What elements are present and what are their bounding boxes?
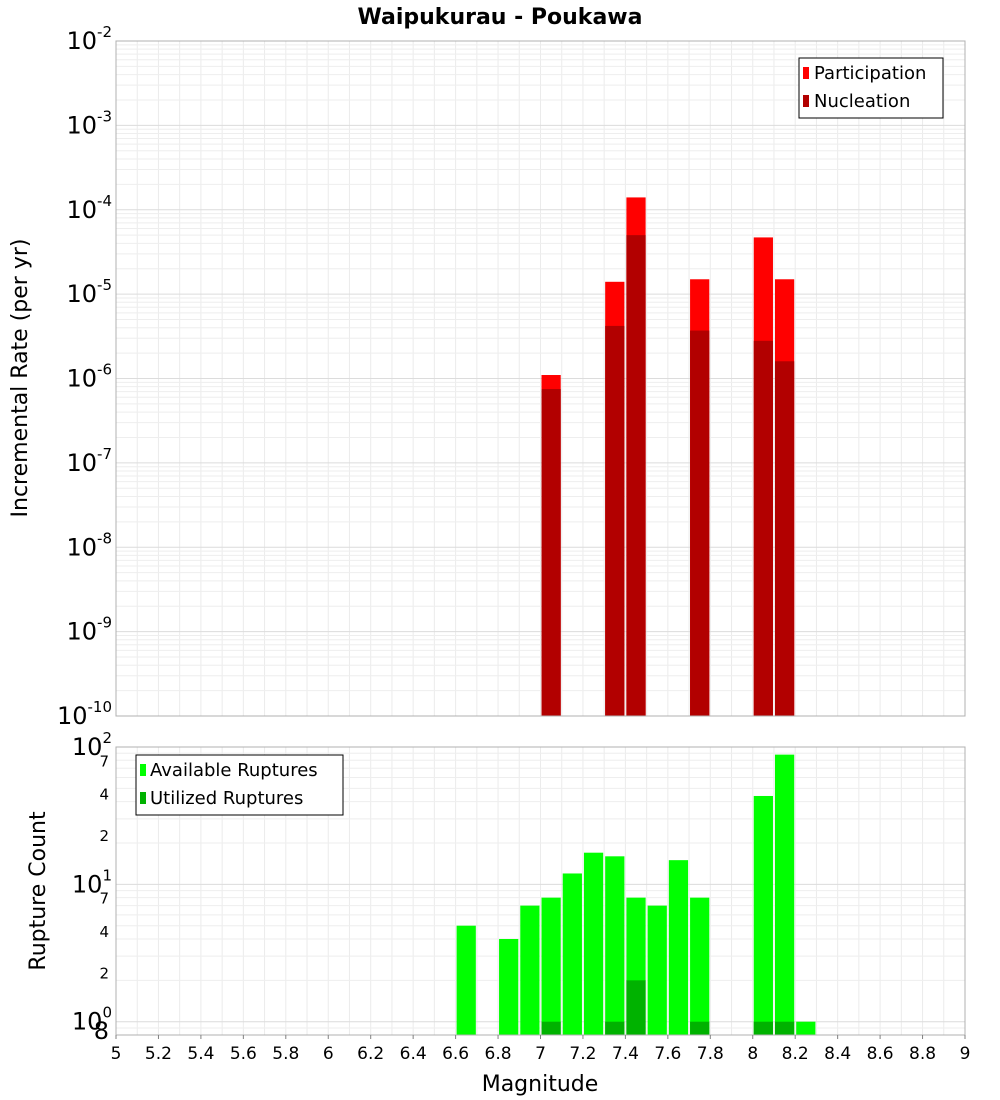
- x-tick-label: 8: [747, 1044, 758, 1064]
- x-tick-label: 7.2: [569, 1044, 596, 1064]
- count-bar-s0: [690, 897, 710, 1035]
- x-tick-label: 7.8: [697, 1044, 724, 1064]
- rate-bar-s1: [605, 325, 625, 716]
- x-tick-label: 7.6: [654, 1044, 681, 1064]
- rate-plot-grid: [115, 40, 966, 717]
- rate-bar-s1: [626, 235, 646, 716]
- rate-bar-s1: [774, 361, 795, 716]
- x-tick-label: 8.2: [782, 1044, 809, 1064]
- x-tick-label: 5.8: [272, 1044, 299, 1064]
- x-tick-label: 7: [535, 1044, 546, 1064]
- count-legend-box: [135, 754, 344, 816]
- count-ytick-label: 100: [72, 1004, 112, 1036]
- count-ytick-label: 4: [99, 923, 109, 941]
- rate-ytick-label: 10-4: [66, 192, 112, 224]
- chart-title: Waipukurau - Poukawa: [358, 5, 643, 30]
- rate-bar-s1: [541, 389, 561, 716]
- rate-plot-bars: [541, 197, 795, 717]
- legend-swatch-utilized: [140, 792, 146, 804]
- count-ytick-label: 2: [99, 827, 109, 845]
- rate-plot-yticks: 10-10 10-9 10-8 10-7 10-6 10-5 10-4 10-3 10-2: [57, 23, 112, 730]
- rate-ytick-label: 10-3: [66, 107, 112, 139]
- count-ytick-label: 101: [72, 866, 112, 898]
- count-bar-s0: [668, 860, 689, 1035]
- count-bar-s0: [499, 939, 519, 1035]
- count-bar-s0: [456, 925, 476, 1035]
- rate-ytick-label: 10-5: [66, 276, 112, 308]
- count-bar-s1: [605, 1021, 625, 1035]
- count-ytick-label: 7: [99, 752, 109, 770]
- count-bar-s0: [605, 856, 625, 1035]
- rate-plot-legend: Participation Nucleation: [798, 57, 944, 119]
- count-plot-bars: [456, 754, 816, 1035]
- x-tick-label: 5: [111, 1044, 122, 1064]
- x-tick-label: 5.6: [230, 1044, 257, 1064]
- rate-ytick-label: 10-8: [66, 529, 112, 561]
- count-bar-s0: [562, 873, 582, 1035]
- x-tick-label: 8.4: [824, 1044, 851, 1064]
- count-bar-s1: [753, 1021, 773, 1035]
- legend-swatch-nucleation: [803, 95, 809, 107]
- rate-bar-s1: [690, 330, 710, 716]
- count-bar-s0: [647, 905, 667, 1035]
- x-tick-label: 6.4: [400, 1044, 427, 1064]
- x-tick-label: 6.2: [357, 1044, 384, 1064]
- count-bar-s0: [583, 852, 604, 1035]
- count-bar-s0: [753, 795, 773, 1035]
- count-bar-s0: [541, 897, 561, 1035]
- legend-label-available: Available Ruptures: [150, 760, 318, 781]
- count-plot-ylabel: Rupture Count: [26, 811, 51, 971]
- x-tick-label: 8.6: [867, 1044, 894, 1064]
- rate-ytick-label: 10-7: [66, 445, 112, 477]
- x-tick-label: 6: [323, 1044, 334, 1064]
- x-tick-label: 8.8: [909, 1044, 936, 1064]
- rate-ytick-label: 10-2: [66, 23, 112, 55]
- count-ytick-label: 8: [94, 1017, 109, 1045]
- x-tick-label: 5.4: [187, 1044, 214, 1064]
- count-ytick-label: 2: [99, 964, 109, 982]
- legend-swatch-available: [140, 764, 146, 776]
- legend-label-utilized: Utilized Ruptures: [150, 788, 303, 809]
- rate-bar-s1: [753, 340, 773, 716]
- rate-ytick-label: 10-6: [66, 361, 112, 393]
- count-bar-s1: [774, 1021, 795, 1035]
- count-ytick-label: 102: [72, 729, 112, 761]
- x-axis-ticks: 5 5.2 5.4 5.6 5.8 6 6.2 6.4 6.6 6.8 7 7.2 7.4 7.6 7.8 8…: [111, 1035, 971, 1064]
- legend-label-nucleation: Nucleation: [814, 91, 910, 112]
- count-bar-s1: [626, 980, 646, 1035]
- count-plot-legend: Available Ruptures Utilized Ruptures: [135, 754, 344, 816]
- rate-ytick-label: 10-10: [57, 698, 112, 730]
- rate-plot-frame: [115, 40, 966, 717]
- x-tick-label: 6.6: [442, 1044, 469, 1064]
- x-tick-label: 5.2: [145, 1044, 172, 1064]
- x-tick-label: 7.4: [612, 1044, 639, 1064]
- count-bar-s1: [541, 1021, 561, 1035]
- count-bar-s0: [796, 1021, 816, 1035]
- legend-label-participation: Participation: [814, 63, 926, 84]
- rate-legend-box: [798, 57, 944, 119]
- rate-plot: 10-10 10-9 10-8 10-7 10-6 10-5 10-4 10-3 10-2 In…: [8, 23, 966, 730]
- rate-plot-ylabel: Incremental Rate (per yr): [8, 239, 33, 518]
- x-axis-label: Magnitude: [482, 1072, 599, 1097]
- rate-ytick-label: 10-9: [66, 614, 112, 646]
- count-bar-s0: [774, 754, 795, 1035]
- count-bar-s1: [690, 1021, 710, 1035]
- x-tick-label: 6.8: [485, 1044, 512, 1064]
- x-tick-label: 9: [960, 1044, 971, 1064]
- count-bar-s0: [520, 905, 540, 1035]
- count-ytick-label: 7: [99, 890, 109, 908]
- count-ytick-label: 4: [99, 786, 109, 804]
- legend-swatch-participation: [803, 67, 809, 79]
